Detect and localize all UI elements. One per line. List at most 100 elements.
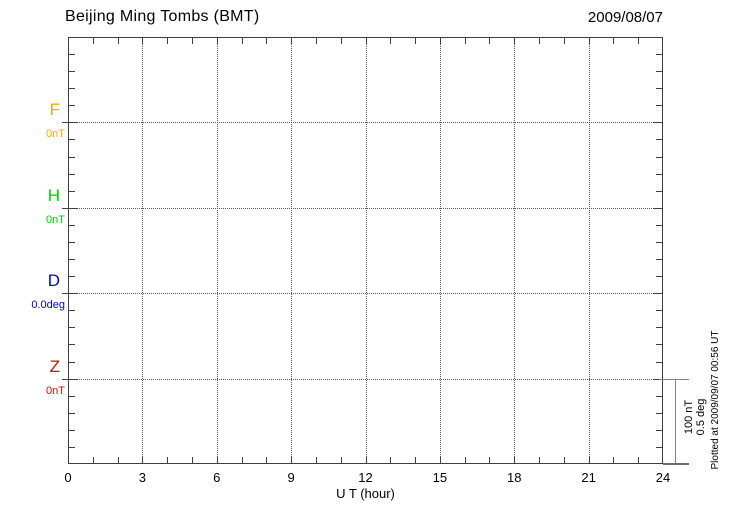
right-axis-tick bbox=[656, 54, 662, 56]
right-axis-tick bbox=[656, 361, 662, 363]
top-axis-tick bbox=[390, 38, 392, 44]
series-label-F: F bbox=[49, 100, 60, 120]
left-axis-major-tick-outer bbox=[62, 122, 68, 124]
top-axis-tick bbox=[167, 38, 169, 44]
right-axis-tick bbox=[656, 412, 662, 414]
top-axis-tick bbox=[291, 38, 293, 44]
top-axis-tick bbox=[266, 38, 268, 44]
x-tick-label: 15 bbox=[432, 470, 448, 485]
left-axis-tick bbox=[69, 71, 75, 73]
right-axis-tick bbox=[656, 105, 662, 107]
right-axis-tick bbox=[656, 276, 662, 278]
h-gridline bbox=[69, 122, 662, 124]
bottom-axis-tick bbox=[514, 457, 516, 463]
right-axis-tick bbox=[656, 71, 662, 73]
h-gridline bbox=[69, 378, 662, 380]
v-gridline bbox=[142, 38, 144, 463]
left-axis-major-tick-outer bbox=[62, 378, 68, 380]
top-axis-tick bbox=[241, 38, 243, 44]
top-axis-tick bbox=[613, 38, 615, 44]
v-gridline bbox=[439, 38, 441, 463]
chart-title: Beijing Ming Tombs (BMT) bbox=[65, 8, 260, 25]
series-label-D: D bbox=[47, 271, 60, 291]
series-unit-D: 0.0deg bbox=[31, 299, 65, 312]
bottom-axis-tick bbox=[191, 457, 193, 463]
top-axis-tick bbox=[514, 38, 516, 44]
left-axis-tick bbox=[69, 276, 75, 278]
series-unit-H: 0nT bbox=[46, 213, 65, 226]
left-axis-tick bbox=[69, 327, 75, 329]
right-axis-tick bbox=[656, 259, 662, 261]
x-tick-label: 0 bbox=[64, 470, 72, 485]
x-tick-label: 3 bbox=[138, 470, 146, 485]
bottom-axis-tick bbox=[365, 457, 367, 463]
top-axis-tick bbox=[340, 38, 342, 44]
left-axis-tick bbox=[69, 207, 78, 209]
bottom-axis-tick bbox=[142, 457, 144, 463]
bottom-axis-tick bbox=[563, 457, 565, 463]
x-tick-label: 9 bbox=[287, 470, 295, 485]
right-axis-tick bbox=[656, 156, 662, 158]
x-tick-label: 18 bbox=[507, 470, 522, 485]
left-axis-tick bbox=[69, 139, 75, 141]
v-gridline bbox=[291, 38, 293, 463]
top-axis-tick bbox=[539, 38, 541, 44]
right-axis-tick bbox=[656, 429, 662, 431]
left-axis-tick bbox=[69, 412, 75, 414]
v-gridline bbox=[365, 38, 367, 463]
top-axis-tick bbox=[92, 38, 94, 44]
bottom-axis-tick bbox=[241, 457, 243, 463]
left-axis-tick bbox=[69, 344, 75, 346]
bottom-axis-tick bbox=[489, 457, 491, 463]
top-axis-tick bbox=[216, 38, 218, 44]
scale-bar-label-nt: 100 nT bbox=[683, 399, 695, 435]
top-axis-tick bbox=[439, 38, 441, 44]
h-gridline bbox=[69, 293, 662, 295]
right-axis-tick bbox=[653, 207, 662, 209]
right-axis-tick bbox=[653, 378, 662, 380]
x-tick-label: 21 bbox=[581, 470, 596, 485]
right-axis-tick bbox=[656, 190, 662, 192]
bottom-axis-tick bbox=[167, 457, 169, 463]
bottom-axis-tick bbox=[315, 457, 317, 463]
bottom-axis-tick bbox=[117, 457, 119, 463]
series-label-Z: Z bbox=[49, 356, 60, 376]
bottom-axis-tick bbox=[390, 457, 392, 463]
bottom-axis-tick bbox=[588, 457, 590, 463]
bottom-axis-tick bbox=[340, 457, 342, 463]
bottom-axis-tick bbox=[613, 457, 615, 463]
scale-bar-top-line bbox=[659, 379, 689, 380]
right-axis-tick bbox=[656, 310, 662, 312]
top-axis-tick bbox=[638, 38, 640, 44]
right-axis-tick bbox=[656, 327, 662, 329]
left-axis-tick bbox=[69, 105, 75, 107]
v-gridline bbox=[514, 38, 516, 463]
bottom-axis-tick bbox=[638, 457, 640, 463]
chart-date: 2009/08/07 bbox=[587, 9, 663, 26]
left-axis-tick bbox=[69, 122, 78, 124]
bottom-axis-tick bbox=[291, 457, 293, 463]
scale-bar-label: 100 nT 0.5 deg bbox=[683, 367, 707, 467]
plot-footnote: Plotted at 2009/09/07 00:56 UT bbox=[710, 330, 721, 470]
right-axis-tick bbox=[653, 293, 662, 295]
x-tick-label: 12 bbox=[358, 470, 373, 485]
right-axis-tick bbox=[656, 395, 662, 397]
series-unit-Z: 0nT bbox=[46, 384, 65, 397]
left-axis-tick bbox=[69, 241, 75, 243]
x-tick-label: 24 bbox=[655, 470, 671, 485]
right-axis-tick bbox=[656, 446, 662, 448]
bottom-axis-tick bbox=[415, 457, 417, 463]
left-axis-tick bbox=[69, 54, 75, 56]
top-axis-tick bbox=[142, 38, 144, 44]
bottom-axis-tick bbox=[266, 457, 268, 463]
left-axis-tick bbox=[69, 190, 75, 192]
left-axis-major-tick-outer bbox=[62, 293, 68, 295]
left-axis-major-tick-outer bbox=[62, 207, 68, 209]
h-gridline bbox=[69, 207, 662, 209]
series-label-H: H bbox=[47, 185, 60, 205]
right-axis-tick bbox=[656, 241, 662, 243]
top-axis-tick bbox=[563, 38, 565, 44]
left-axis-tick bbox=[69, 259, 75, 261]
right-axis-tick bbox=[656, 344, 662, 346]
top-axis-tick bbox=[117, 38, 119, 44]
